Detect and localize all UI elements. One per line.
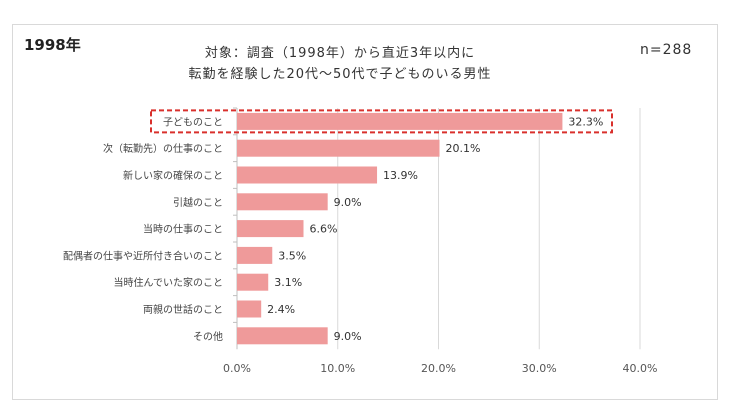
bar: [237, 220, 304, 238]
chart-frame: [12, 24, 718, 400]
value-label: 9.0%: [334, 330, 362, 343]
bar: [237, 300, 262, 318]
category-label: 子どものこと: [163, 116, 223, 128]
category-label: 引越のこと: [173, 196, 223, 209]
category-label: 当時住んでいた家のこと: [114, 276, 224, 289]
sample-size-label: n=288: [640, 42, 693, 58]
x-tick-label: 10.0%: [320, 362, 355, 375]
x-tick-label: 20.0%: [421, 362, 456, 375]
x-tick-label: 0.0%: [223, 362, 251, 375]
chart-title-line-1: 対象：調査（1998年）から直近3年以内に: [204, 46, 476, 61]
x-tick-label: 30.0%: [522, 362, 557, 375]
highlight-box: [150, 109, 613, 134]
x-tick-label: 40.0%: [623, 362, 658, 375]
bar: [237, 166, 378, 184]
category-label: 両親の世話のこと: [143, 303, 223, 316]
value-label: 2.4%: [267, 303, 295, 316]
bar: [237, 193, 328, 211]
category-label: 当時の仕事のこと: [143, 223, 223, 236]
value-label: 20.1%: [446, 142, 481, 155]
bar: [237, 139, 440, 157]
bar: [237, 112, 563, 130]
category-label: 次（転勤先）の仕事のこと: [103, 142, 223, 155]
value-label: 32.3%: [568, 115, 603, 128]
category-label: その他: [193, 330, 223, 343]
category-label: 新しい家の確保のこと: [123, 169, 223, 182]
category-label: 配偶者の仕事や近所付き合いのこと: [63, 249, 223, 262]
bar: [237, 273, 269, 291]
value-label: 9.0%: [334, 196, 362, 209]
bar: [237, 246, 273, 264]
value-label: 6.6%: [309, 223, 337, 236]
bar: [237, 327, 328, 345]
chart-title-line-2: 転勤を経験した20代～50代で子どものいる男性: [188, 67, 492, 82]
panel-year-label: 1998年: [24, 36, 81, 54]
value-label: 3.1%: [274, 276, 302, 289]
value-label: 3.5%: [278, 249, 306, 262]
value-label: 13.9%: [383, 169, 418, 182]
